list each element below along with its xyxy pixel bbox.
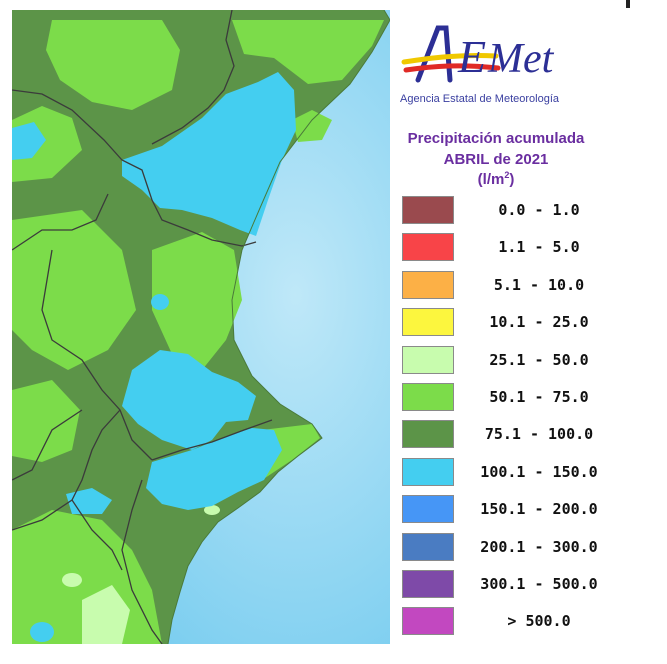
legend-swatch bbox=[402, 570, 454, 598]
legend-label: 100.1 - 150.0 bbox=[480, 462, 598, 481]
legend-row: 10.1 - 25.0 bbox=[402, 308, 602, 337]
precipitation-map bbox=[12, 10, 390, 644]
legend-swatch bbox=[402, 532, 454, 561]
region-25-50 bbox=[62, 505, 220, 644]
legend-label: 200.1 - 300.0 bbox=[480, 537, 598, 556]
legend-label: 10.1 - 25.0 bbox=[489, 313, 589, 332]
legend-swatch bbox=[402, 233, 454, 262]
frame-edge bbox=[626, 0, 630, 8]
legend-label: 50.1 - 75.0 bbox=[489, 388, 589, 406]
legend-label: 25.1 - 50.0 bbox=[489, 350, 589, 369]
svg-text:Met: Met bbox=[487, 36, 555, 82]
legend-swatch bbox=[402, 607, 454, 636]
legend-swatch bbox=[402, 270, 454, 299]
legend-units: (l/m2) bbox=[477, 170, 515, 188]
legend-row: 0.0 - 1.0 bbox=[402, 196, 602, 224]
legend-label: 300.1 - 500.0 bbox=[480, 575, 598, 593]
legend-swatch bbox=[402, 308, 454, 337]
legend-label: 0.0 - 1.0 bbox=[498, 201, 580, 219]
svg-text:E: E bbox=[457, 31, 486, 82]
aemet-logo: E Met bbox=[401, 25, 555, 83]
legend-swatch bbox=[402, 345, 454, 374]
legend-row: 150.1 - 200.0 bbox=[402, 495, 602, 524]
legend-row: 25.1 - 50.0 bbox=[402, 345, 602, 374]
region-100-150 bbox=[12, 72, 296, 642]
legend-row: 50.1 - 75.0 bbox=[402, 383, 602, 411]
legend-row: 100.1 - 150.0 bbox=[402, 457, 602, 486]
legend-row: 200.1 - 300.0 bbox=[402, 532, 602, 561]
legend-period: ABRIL de 2021 bbox=[443, 151, 549, 168]
legend-label: 1.1 - 5.0 bbox=[498, 238, 580, 257]
legend-label: > 500.0 bbox=[507, 612, 571, 631]
agency-name: Agencia Estatal de Meteorología bbox=[400, 93, 559, 105]
legend-label: 150.1 - 200.0 bbox=[480, 500, 598, 519]
legend-row: > 500.0 bbox=[402, 607, 602, 636]
legend-swatch bbox=[402, 495, 454, 524]
legend-row: 1.1 - 5.0 bbox=[402, 233, 602, 262]
coastline bbox=[167, 10, 390, 644]
admin-borders bbox=[12, 10, 273, 644]
legend-swatch bbox=[402, 196, 454, 224]
legend-row: 5.1 - 10.0 bbox=[402, 270, 602, 299]
legend-title: Precipitación acumulada bbox=[407, 130, 585, 147]
legend-row: 300.1 - 500.0 bbox=[402, 570, 602, 598]
legend-swatch bbox=[402, 420, 454, 449]
legend-swatch bbox=[402, 457, 454, 486]
legend-swatch bbox=[402, 383, 454, 411]
legend-label: 5.1 - 10.0 bbox=[493, 275, 585, 294]
legend-row: 75.1 - 100.0 bbox=[402, 420, 602, 449]
legend-label: 75.1 - 100.0 bbox=[484, 425, 594, 444]
